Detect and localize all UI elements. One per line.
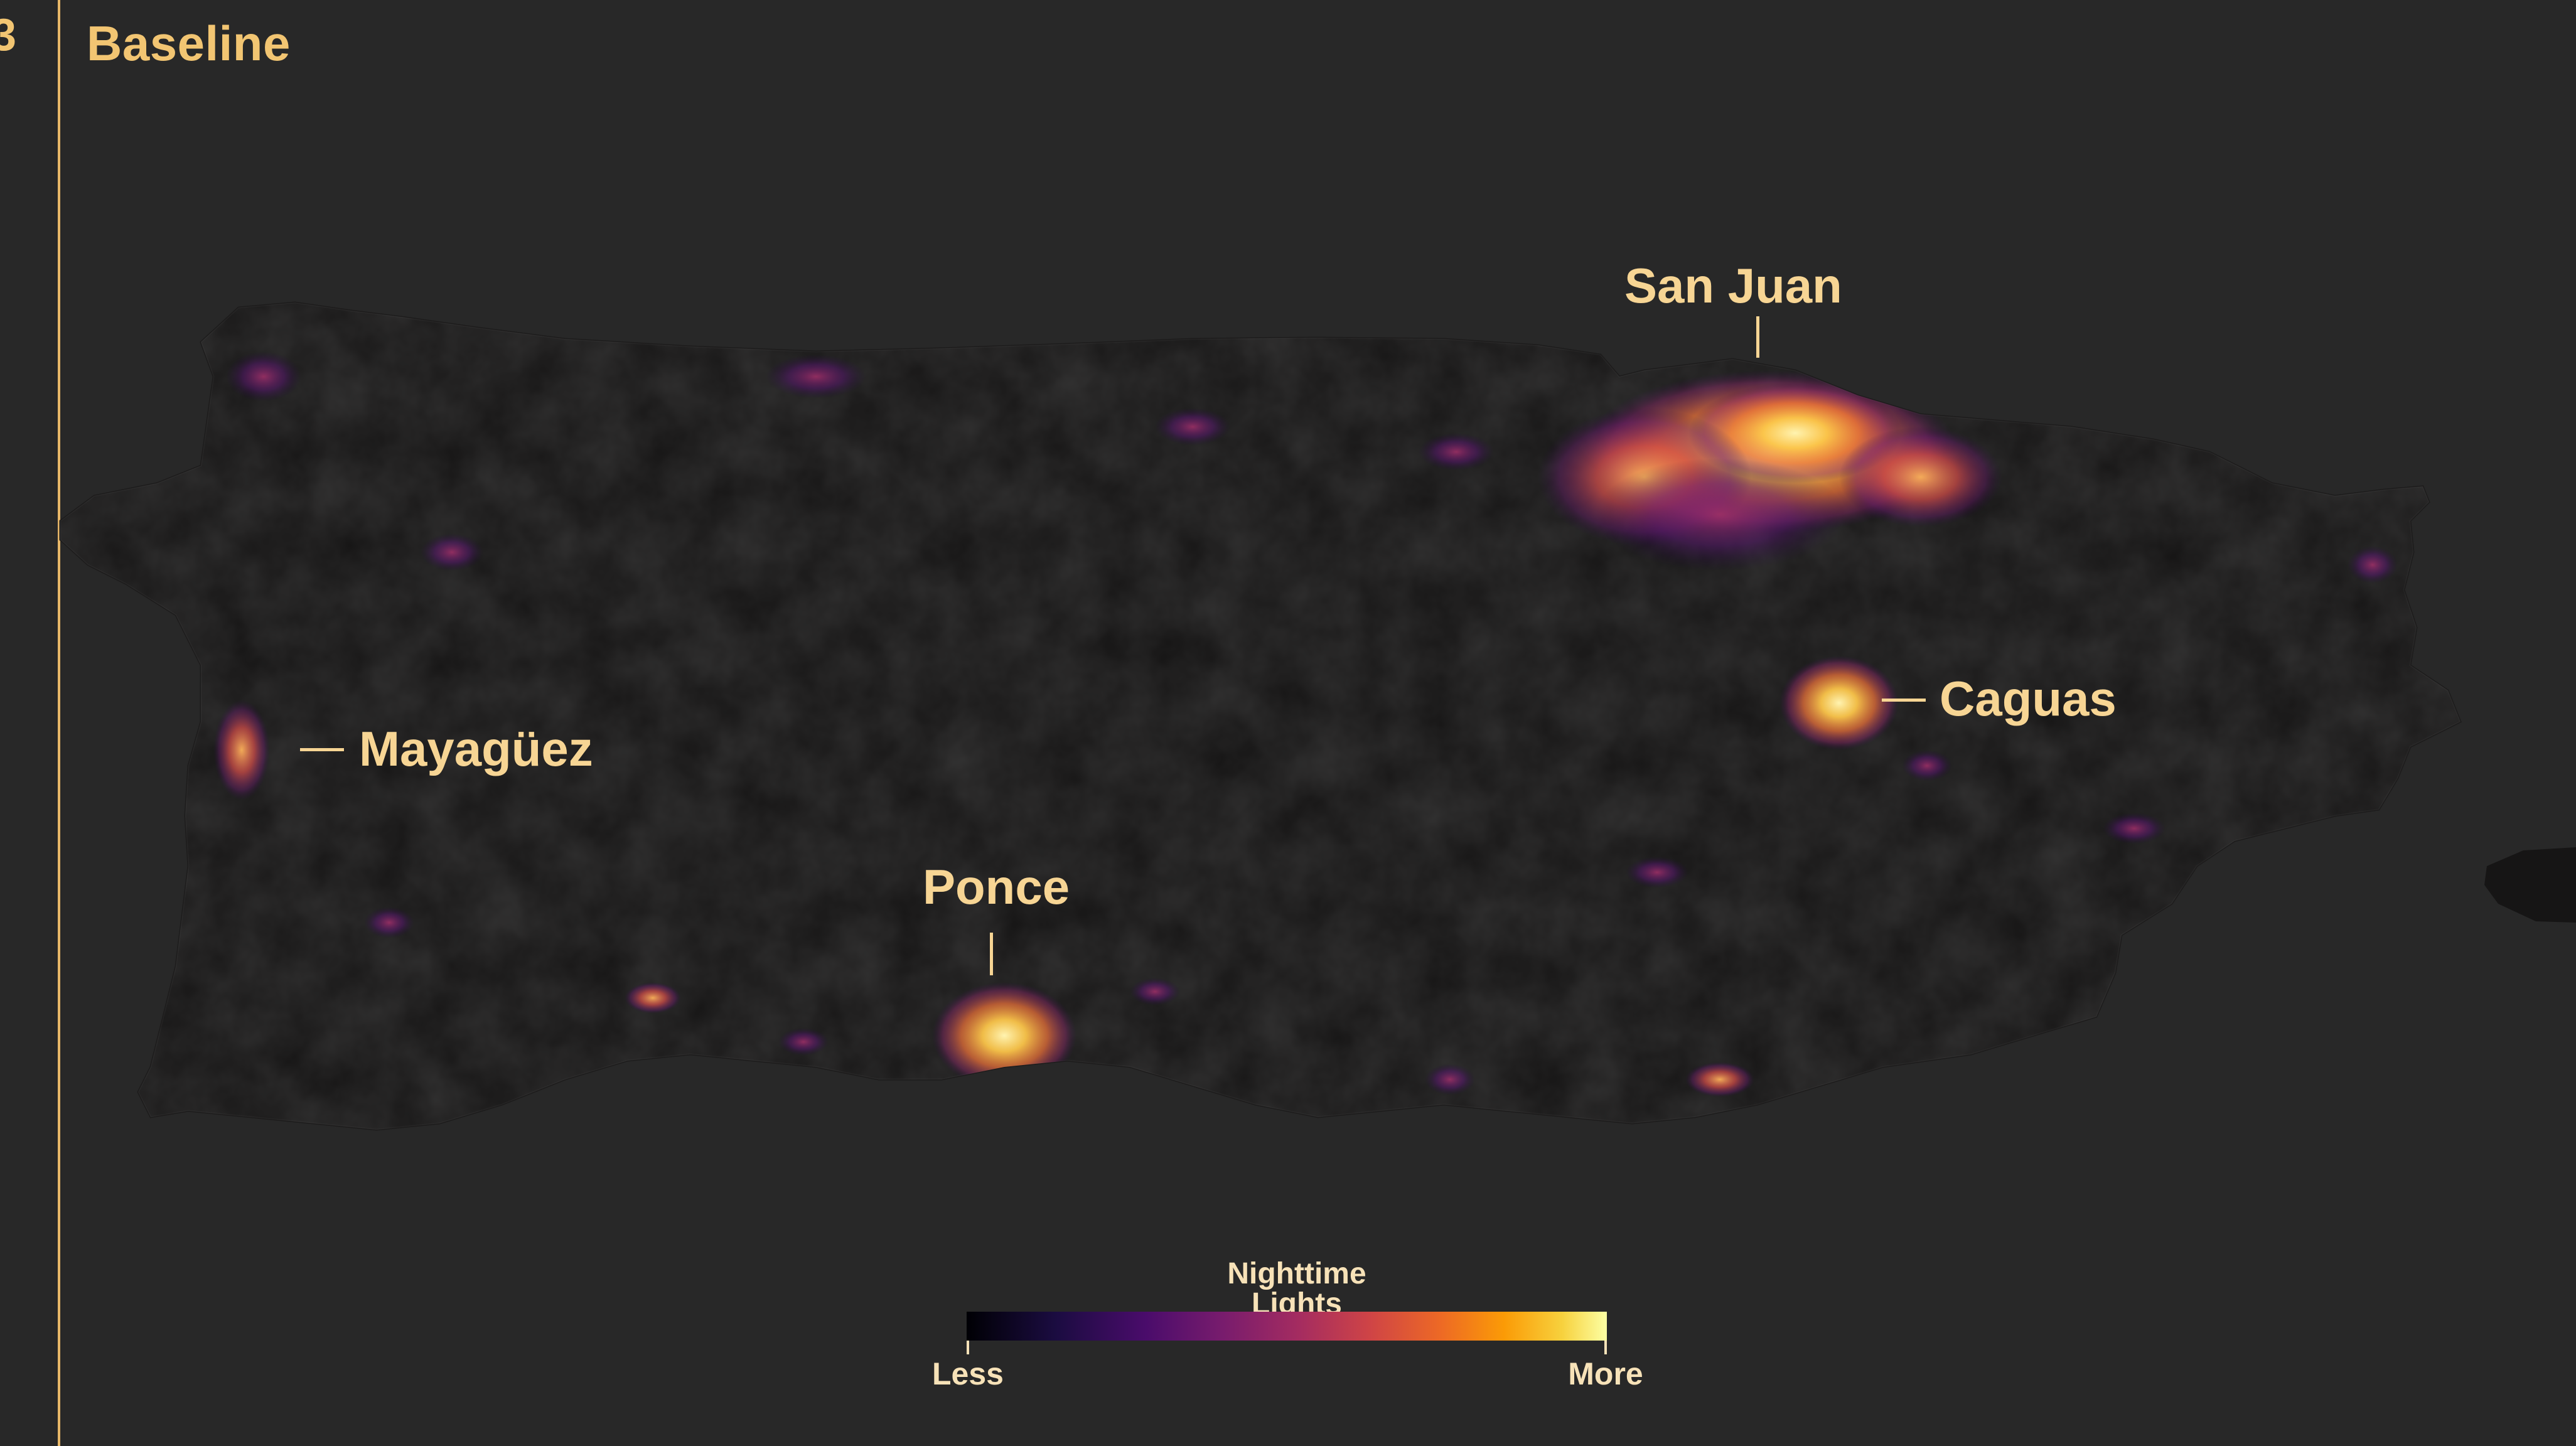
satellite-island bbox=[2484, 847, 2576, 923]
legend-high-label: More bbox=[1568, 1356, 1643, 1391]
leader-line-caguas bbox=[1882, 699, 1926, 702]
town-lights bbox=[226, 351, 301, 402]
caguas-lights bbox=[1779, 656, 1899, 750]
mayaguez-lights bbox=[213, 700, 270, 800]
town-lights bbox=[1425, 1064, 1475, 1095]
legend-title: Nighttime Lights bbox=[1227, 1257, 1366, 1320]
town-lights bbox=[1902, 750, 1952, 781]
leader-line-ponce bbox=[990, 933, 993, 975]
legend-color-bar bbox=[967, 1312, 1607, 1341]
city-label-caguas: Caguas bbox=[1940, 671, 2117, 726]
town-lights bbox=[625, 982, 681, 1014]
ponce-lights bbox=[932, 982, 1076, 1089]
city-label-ponce: Ponce bbox=[923, 859, 1070, 914]
leader-line-mayaguez bbox=[300, 748, 344, 751]
town-lights bbox=[2348, 546, 2398, 584]
town-lights bbox=[1685, 1062, 1754, 1097]
town-lights bbox=[364, 907, 414, 938]
town-lights bbox=[1419, 433, 1494, 471]
panel-title: Baseline bbox=[87, 16, 291, 71]
panel-divider bbox=[58, 0, 60, 1446]
city-label-san-juan: San Juan bbox=[1624, 258, 1842, 313]
town-lights bbox=[778, 1028, 829, 1056]
city-label-mayaguez: Mayagüez bbox=[359, 721, 593, 776]
town-lights bbox=[2103, 813, 2165, 844]
legend-tick-low bbox=[967, 1341, 969, 1354]
town-lights bbox=[1130, 978, 1180, 1005]
town-lights bbox=[766, 355, 866, 399]
previous-panel-title-fragment: 3 bbox=[0, 10, 17, 60]
town-lights bbox=[1626, 857, 1688, 888]
san-juan-south-lights bbox=[1594, 458, 1845, 571]
town-lights bbox=[1155, 408, 1230, 446]
town-lights bbox=[421, 533, 483, 571]
leader-line-san-juan bbox=[1756, 316, 1759, 358]
san-juan-east-lights bbox=[1839, 427, 2002, 527]
legend-low-label: Less bbox=[932, 1356, 1004, 1391]
legend-tick-high bbox=[1604, 1341, 1607, 1354]
